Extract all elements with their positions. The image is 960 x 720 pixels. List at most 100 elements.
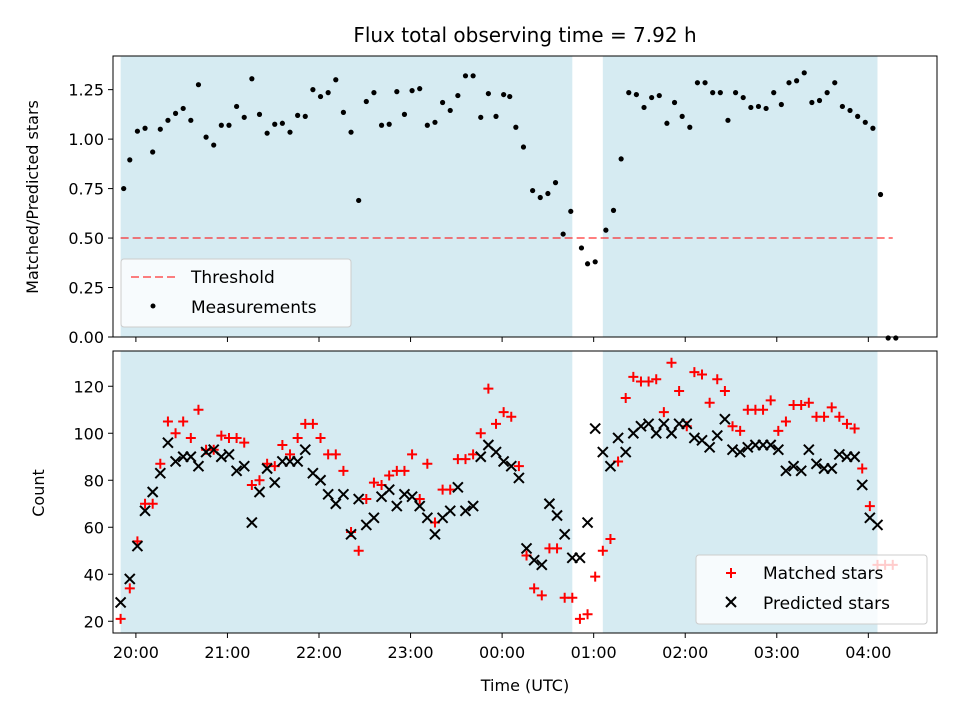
ratio-legend: Threshold Measurements: [120, 258, 352, 328]
matched-star-point: [254, 475, 265, 486]
measurement-point: [363, 98, 369, 105]
matched-star-point: [483, 383, 494, 394]
predicted-star-point: [665, 427, 678, 439]
predicted-star-point: [612, 432, 624, 444]
matched-star-point: [498, 407, 509, 418]
measurement-point: [256, 111, 263, 117]
measurement-point: [740, 94, 746, 101]
measurement-point: [501, 91, 507, 98]
measurement-point: [641, 104, 647, 111]
matched-star-point: [529, 583, 540, 594]
predicted-star-point: [322, 488, 334, 501]
matched-star-point: [361, 494, 372, 505]
matched-star-point: [384, 470, 395, 481]
predicted-star-point: [764, 439, 777, 451]
matched-star-point: [849, 423, 860, 434]
x-tick-label: 23:00: [388, 643, 434, 662]
measurement-point: [786, 80, 792, 86]
y-tick-label: 0.75: [68, 180, 104, 199]
measurement-point: [447, 107, 453, 114]
predicted-star-point: [246, 516, 258, 529]
measurement-point: [794, 78, 800, 84]
matched-star-point: [605, 534, 616, 544]
predicted-star-point: [299, 443, 311, 456]
predicted-star-point: [558, 528, 571, 541]
predicted-star-point: [871, 519, 884, 531]
predicted-star-point: [658, 418, 670, 430]
measurement-point: [610, 207, 617, 213]
measurement-point: [824, 90, 830, 96]
measurement-point: [649, 94, 655, 101]
y-tick-label: 100: [73, 424, 104, 443]
measurement-point: [656, 92, 662, 99]
measurement-point: [552, 180, 559, 186]
predicted-star-point: [848, 451, 861, 463]
predicted-star-point: [589, 422, 601, 435]
y-tick-label: 20: [84, 612, 104, 631]
measurement-point: [455, 92, 461, 99]
measurement-point: [180, 105, 186, 112]
matched-star-point: [460, 454, 471, 465]
measurement-point: [725, 117, 731, 123]
x-tick-label: 04:00: [845, 643, 891, 662]
measurement-point: [394, 89, 400, 95]
matched-star-point: [368, 477, 379, 488]
predicted-star-point: [475, 451, 487, 463]
predicted-star-point: [131, 540, 144, 552]
measurement-point: [203, 134, 209, 140]
measurement-point: [862, 119, 868, 125]
legend-threshold-label: Threshold: [190, 268, 275, 288]
predicted-star-point: [337, 488, 350, 501]
measurement-point: [584, 261, 591, 267]
measurement-point: [847, 107, 853, 114]
measurement-point: [493, 113, 499, 119]
matched-star-point: [597, 545, 608, 556]
matched-star-point: [628, 371, 639, 382]
measurement-point: [386, 121, 392, 127]
predicted-star-point: [650, 427, 662, 439]
predicted-star-point: [642, 418, 655, 430]
matched-star-point: [330, 449, 341, 460]
measurement-point: [121, 185, 127, 192]
matched-star-point: [162, 416, 173, 427]
y-tick-label: 1.25: [68, 81, 104, 100]
x-tick-label: 00:00: [479, 643, 525, 662]
measurement-point: [717, 90, 723, 96]
predicted-star-point: [124, 573, 136, 585]
matched-star-point: [170, 428, 181, 439]
matched-star-point: [864, 501, 875, 512]
ratio-plot-frame: [112, 55, 938, 338]
matched-star-point: [620, 393, 631, 403]
matched-star-point: [307, 418, 318, 429]
predicted-star-point: [795, 465, 807, 477]
matched-star-point: [353, 545, 364, 556]
measurement-point: [877, 191, 884, 198]
matched-star-point: [491, 418, 502, 429]
measurement-point: [545, 190, 551, 197]
matched-star-point: [590, 571, 601, 582]
predicted-star-point: [368, 512, 380, 524]
predicted-star-point: [810, 458, 823, 470]
x-axis-label: Time (UTC): [480, 676, 569, 695]
measurement-point: [134, 128, 141, 134]
x-tick-label: 01:00: [571, 643, 617, 662]
measurement-point: [893, 335, 899, 341]
measurement-point: [462, 73, 469, 79]
count-legend: Matched stars Predicted stars: [695, 554, 928, 625]
predicted-star-point: [114, 596, 127, 609]
matched-star-point: [704, 397, 715, 408]
predicted-star-point: [269, 476, 281, 489]
measurement-point: [520, 144, 527, 150]
predicted-star-point: [223, 448, 235, 461]
count-panel: 20 40 60 80 100 120 20:00 21:00 22:00 23:00 00:00…: [29, 350, 938, 695]
legend-predicted-label: Predicted stars: [763, 594, 890, 614]
x-tick-label: 03:00: [754, 643, 800, 662]
matched-star-point: [338, 465, 349, 476]
measurement-point: [816, 97, 823, 104]
measurement-point: [485, 90, 491, 97]
y-tick-label: 40: [84, 565, 104, 584]
predicted-star-point: [314, 474, 327, 486]
measurement-point: [234, 103, 240, 110]
matched-star-point: [536, 590, 547, 601]
measurement-point: [211, 142, 217, 148]
